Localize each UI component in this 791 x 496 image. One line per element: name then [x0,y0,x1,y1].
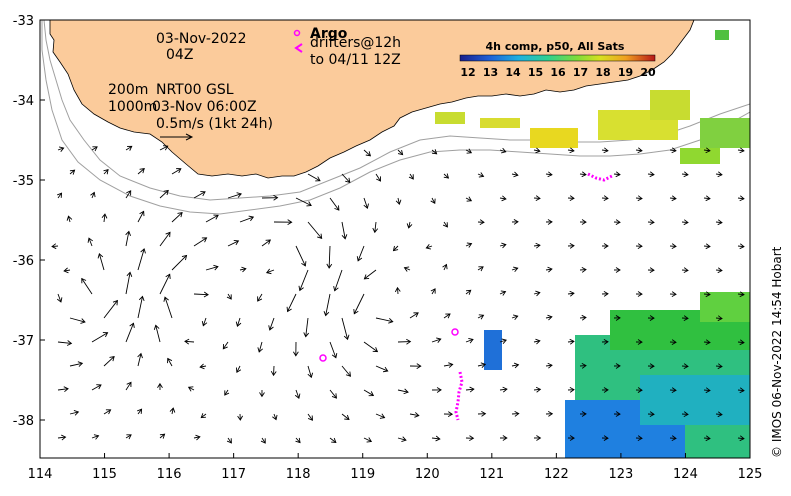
current-arrow [194,294,208,295]
colorbar-tick-label: 12 [460,66,475,79]
lon-tick-label: 125 [738,467,763,482]
current-arrow [300,270,308,290]
colorbar-tick-label: 18 [595,66,610,79]
current-arrow [364,342,377,352]
current-arrow [376,318,393,322]
lon-tick-label: 114 [28,467,53,482]
lon-tick-label: 119 [350,467,375,482]
current-arrow [329,246,330,268]
current-arrow [354,294,364,314]
current-arrow [104,301,117,318]
current-arrow [126,272,130,294]
product-label: NRT00 GSL [156,82,234,98]
lon-tick-label: 116 [157,467,182,482]
lon-tick-label: 120 [415,467,440,482]
product-time-label: 03-Nov 06:00Z [152,99,257,115]
time-label: 04Z [166,47,193,63]
lon-tick-label: 117 [221,467,246,482]
colorbar-title: 4h comp, p50, All Sats [486,40,625,53]
date-label: 03-Nov-2022 [156,31,247,47]
drifters-label: drifters@12h [310,35,401,51]
current-arrow [288,294,296,311]
current-arrow [160,232,170,246]
colorbar-tick-label: 16 [550,66,566,79]
colorbar-tick-label: 13 [483,66,498,79]
current-arrow [326,294,330,316]
current-arrow [138,296,143,318]
depth-200-label: 200m [108,82,148,98]
current-arrow [335,270,342,291]
drifters-to-label: to 04/11 12Z [310,52,401,68]
drifter-track [456,372,462,420]
lon-tick-label: 122 [544,467,569,482]
credit-label: © IMOS 06-Nov-2022 14:54 Hobart [770,246,784,458]
lon-tick-label: 124 [673,467,698,482]
lon-tick-label: 115 [92,467,117,482]
colorbar-tick-label: 19 [618,66,633,79]
colorbar [460,55,655,61]
colorbar-tick-label: 15 [528,66,543,79]
argo-float-marker [452,329,458,335]
lon-tick-label: 118 [286,467,311,482]
drifter-track [588,174,612,180]
current-arrow [160,274,170,294]
colorbar-tick-label: 14 [505,66,521,79]
lon-tick-label: 121 [479,467,504,482]
current-arrow [92,333,108,342]
depth-1000-label: 1000m [108,99,157,115]
current-arrow [172,213,182,222]
current-arrow [104,357,114,366]
current-arrow [82,279,92,294]
lat-tick-label: -37 [13,334,34,349]
current-arrow-head [445,314,450,318]
current-arrow [172,255,187,270]
colorbar-ticks: 12 13 14 15 16 17 18 19 20 [460,66,656,79]
lat-tick-label: -38 [13,414,34,429]
lat-tick-label: -35 [13,174,34,189]
lat-tick-label: -36 [13,254,34,269]
current-arrow [364,270,376,279]
scale-label: 0.5m/s (1kt 24h) [156,116,273,132]
current-arrow [296,246,305,266]
lat-tick-label: -33 [13,14,34,29]
lon-tick-label: 123 [608,467,633,482]
argo-float-marker [320,355,326,361]
lat-tick-label: -34 [13,94,34,109]
colorbar-tick-label: 20 [640,66,656,79]
current-arrow [308,222,322,238]
current-arrow [330,198,339,210]
colorbar-tick-label: 17 [573,66,588,79]
